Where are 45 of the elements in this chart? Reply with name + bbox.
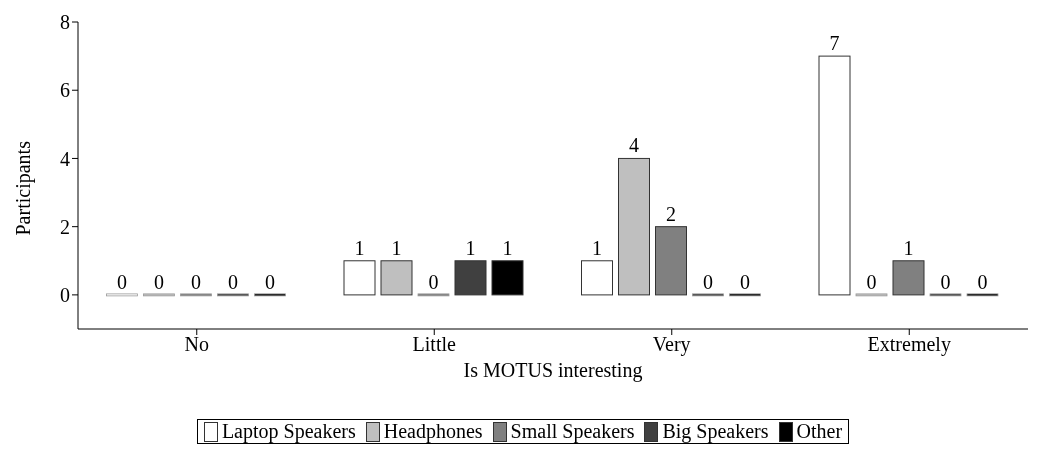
bar [655,226,687,296]
data-label: 0 [740,270,750,293]
legend-label: Laptop Speakers [220,420,356,443]
bar [380,260,413,296]
y-tick-label: 6 [60,79,70,102]
bar [892,260,925,296]
x-tick-label: Extremely [867,333,951,357]
data-label: 1 [502,236,513,259]
data-label: 0 [703,270,713,293]
bar [491,260,524,296]
data-label: 0 [117,270,127,293]
data-label: 0 [191,270,201,293]
data-label: 2 [666,202,676,225]
data-label: 1 [354,236,365,259]
data-label: 0 [866,270,877,293]
bar [818,55,851,296]
data-label: 0 [428,270,439,293]
data-label: 0 [228,270,238,293]
data-label: 1 [903,236,914,259]
legend-label: Headphones [382,420,483,443]
data-label: 1 [391,236,402,259]
x-tick-label: Little [412,333,457,356]
data-label: 0 [154,270,164,293]
data-label: 7 [829,32,840,55]
y-tick-label: 8 [60,11,70,34]
bar [581,260,613,296]
data-label: 0 [977,270,988,293]
y-tick-label: 2 [60,215,70,238]
legend-label: Small Speakers [509,420,635,443]
data-label: 0 [265,270,275,293]
x-tick-label: Very [652,333,691,357]
x-tick-label: No [184,333,209,356]
data-label: 0 [940,270,951,293]
y-tick-label: 4 [60,147,70,170]
y-axis-title: Participants [12,140,36,236]
y-tick-label: 0 [60,283,70,306]
legend-label: Other [795,420,843,443]
bar [454,260,487,296]
data-label: 1 [592,236,602,259]
data-label: 1 [465,236,476,259]
data-label: 4 [629,134,639,157]
legend-label: Big Speakers [661,420,769,443]
bar [618,157,650,296]
bar [343,260,376,296]
x-axis-title: Is MOTUS interesting [463,359,643,382]
